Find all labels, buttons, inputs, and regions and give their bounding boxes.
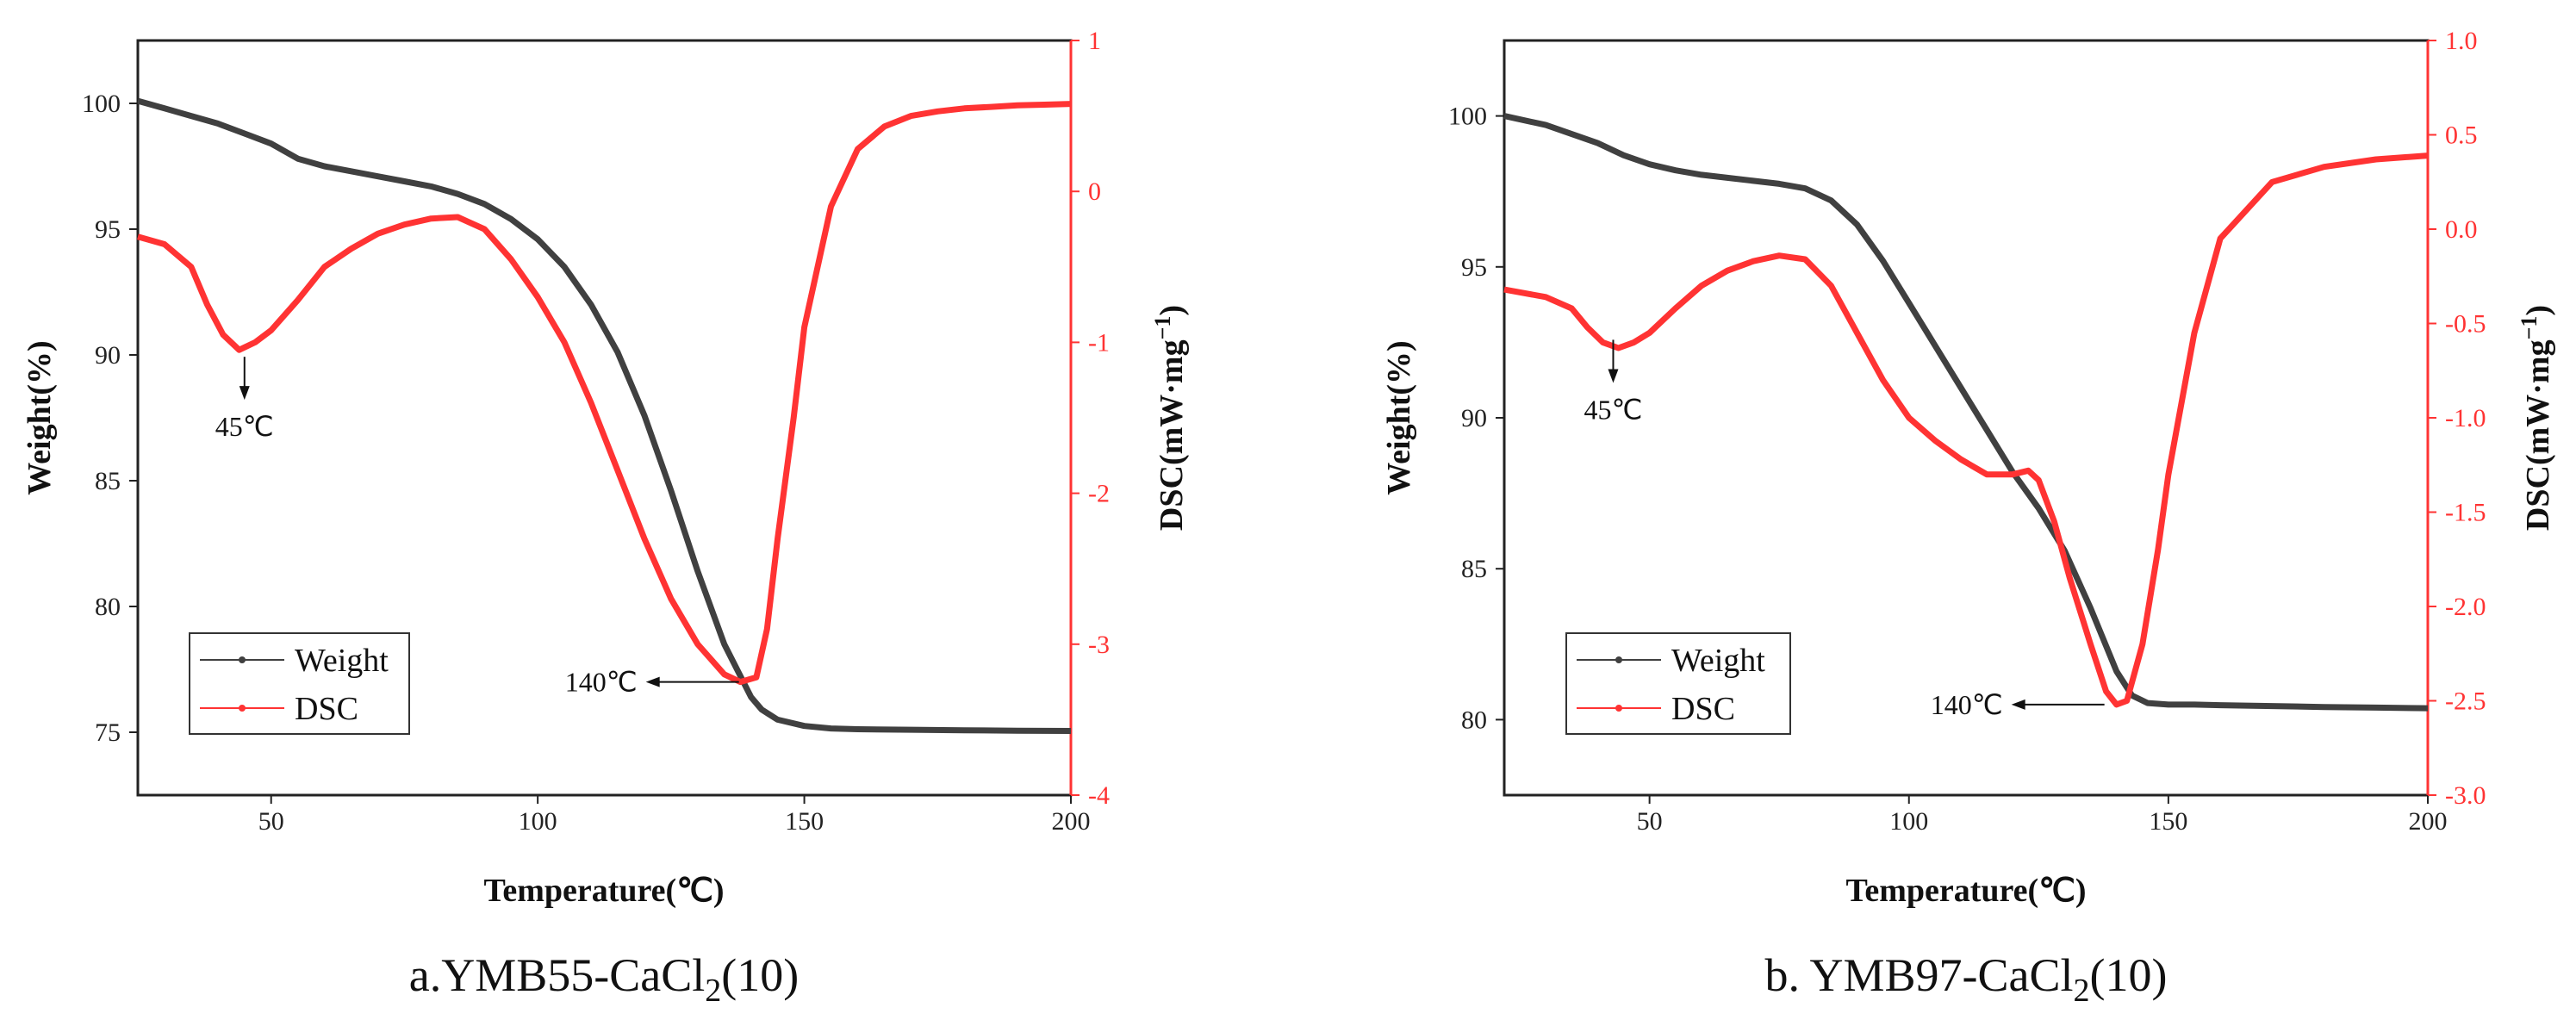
panel-a-y-right-tick-label: -2	[1088, 480, 1110, 508]
panel-b-ticks: 50 100 150 200 80 85 90 95 100 -3.0 -2.5 -2.0 -1.5 -1…	[1448, 27, 2486, 836]
panel-b-y-left-tick-label: 85	[1461, 555, 1487, 583]
panel-b-y-right-label: DSC(mW·mg−1)	[2517, 305, 2556, 531]
panel-a-y-left-tick-label: 85	[95, 467, 121, 495]
panel-a-y-left-tick-label: 95	[95, 215, 121, 244]
panel-a-legend-weight-label: Weight	[295, 643, 389, 679]
panel-b-annotations: 45℃ 140℃	[1584, 339, 2105, 720]
panel-b: 50 100 150 200 80 85 90 95 100 -3.0 -2.5 -2.0 -1.5 -1…	[1381, 27, 2556, 1009]
panel-a-legend: Weight DSC	[189, 632, 410, 735]
panel-a-x-tick-label: 200	[1052, 807, 1091, 836]
panel-b-x-tick-label: 200	[2409, 807, 2448, 836]
panel-a-annotations: 45℃ 140℃	[215, 357, 739, 698]
panel-b-y-right-tick-label: 1.0	[2445, 27, 2478, 55]
panel-b-y-left-tick-label: 100	[1448, 103, 1487, 131]
panel-a-y-left-tick-label: 100	[82, 90, 121, 118]
panel-a-legend-weight-marker	[239, 656, 246, 663]
panel-a-x-tick-label: 150	[785, 807, 824, 836]
panel-a-legend-dsc-marker	[239, 705, 246, 712]
panel-b-y-right-tick-label: -1.0	[2445, 404, 2486, 432]
panel-a-annotation-arrowhead	[239, 386, 250, 401]
panel-a: 50 100 150 200 75 80 85 90 95 100 -4 -3 -2 -1 0 1 45℃ 14…	[22, 27, 1190, 1009]
panel-b-series	[1503, 113, 2429, 712]
panel-b-y-right-tick-label: 0.0	[2445, 215, 2478, 244]
panel-a-annotation-label: 140℃	[565, 667, 638, 698]
panel-a-caption: a.YMB55-CaCl2(10)	[409, 949, 799, 1009]
panel-a-y-right-tick-label: 0	[1088, 177, 1101, 206]
panel-a-annotation-label: 45℃	[215, 411, 274, 442]
panel-a-y-left-tick-label: 75	[95, 718, 121, 747]
panel-b-y-right-tick-label: -1.5	[2445, 499, 2486, 527]
panel-b-y-right-tick-label: -2.0	[2445, 593, 2486, 621]
panel-b-y-left-tick-label: 80	[1461, 706, 1487, 734]
panel-b-y-left-tick-label: 95	[1461, 253, 1487, 282]
panel-b-y-right-tick-label: -3.0	[2445, 781, 2486, 810]
panel-b-y-left-tick-label: 90	[1461, 404, 1487, 432]
panel-b-y-right-tick-label: 0.5	[2445, 121, 2478, 150]
panel-a-legend-box	[189, 632, 410, 735]
panel-a-dsc-line	[137, 101, 1072, 686]
panel-a-series	[137, 97, 1072, 734]
panel-b-x-axis-label: Temperature(℃)	[1845, 873, 2086, 909]
panel-b-legend-dsc-label: DSC	[1671, 691, 1735, 727]
panel-b-legend-weight-marker	[1615, 656, 1622, 663]
panel-a-y-right-label: DSC(mW·mg−1)	[1150, 305, 1190, 531]
panel-b-annotation-arrowhead	[1608, 369, 1619, 383]
panel-a-y-right-tick-label: -3	[1088, 631, 1110, 659]
panel-a-x-tick-label: 50	[258, 807, 284, 836]
panel-a-y-right-tick-label: -1	[1088, 328, 1110, 357]
panel-a-ticks: 50 100 150 200 75 80 85 90 95 100 -4 -3 -2 -1 0 1	[82, 27, 1110, 836]
panel-b-x-tick-label: 50	[1637, 807, 1663, 836]
panel-a-annotation-arrowhead	[645, 676, 660, 687]
panel-a-y-left-tick-label: 80	[95, 593, 121, 621]
panel-b-legend-weight-label: Weight	[1671, 643, 1765, 679]
panel-a-y-left-label: Weight(%)	[22, 340, 58, 494]
panel-b-x-tick-label: 100	[1889, 807, 1928, 836]
panel-a-x-axis-label: Temperature(℃)	[483, 873, 724, 909]
panel-a-y-left-tick-label: 90	[95, 341, 121, 370]
panel-b-x-tick-label: 150	[2149, 807, 2187, 836]
panel-b-annotation-label: 140℃	[1931, 689, 2003, 720]
panel-b-y-right-tick-label: -0.5	[2445, 310, 2486, 339]
panel-b-y-left-label: Weight(%)	[1381, 340, 1417, 494]
panel-a-x-tick-label: 100	[519, 807, 557, 836]
panel-b-annotation-arrowhead	[2011, 699, 2025, 710]
panel-b-legend: Weight DSC	[1565, 632, 1791, 735]
panel-a-weight-line	[137, 97, 1072, 734]
panel-b-y-right-tick-label: -2.5	[2445, 687, 2486, 716]
panel-b-caption: b. YMB97-CaCl2(10)	[1765, 949, 2168, 1009]
panel-b-annotation-label: 45℃	[1584, 394, 1643, 425]
panel-a-y-right-tick-label: -4	[1088, 781, 1110, 810]
panel-b-legend-dsc-marker	[1615, 705, 1622, 712]
panel-b-weight-line	[1503, 113, 2429, 712]
panel-a-y-right-tick-label: 1	[1088, 27, 1101, 55]
panel-b-dsc-line	[1503, 152, 2429, 708]
panel-a-legend-dsc-label: DSC	[295, 691, 358, 727]
panel-b-legend-box	[1565, 632, 1791, 735]
